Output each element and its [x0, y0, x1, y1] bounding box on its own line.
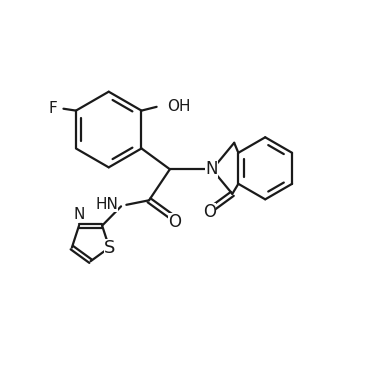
Text: HN: HN — [95, 197, 118, 212]
Text: N: N — [205, 160, 218, 178]
Text: F: F — [48, 101, 57, 116]
Text: O: O — [168, 213, 181, 231]
Text: N: N — [73, 207, 85, 222]
Text: O: O — [203, 203, 216, 221]
Text: S: S — [104, 239, 115, 257]
Text: OH: OH — [167, 99, 190, 114]
